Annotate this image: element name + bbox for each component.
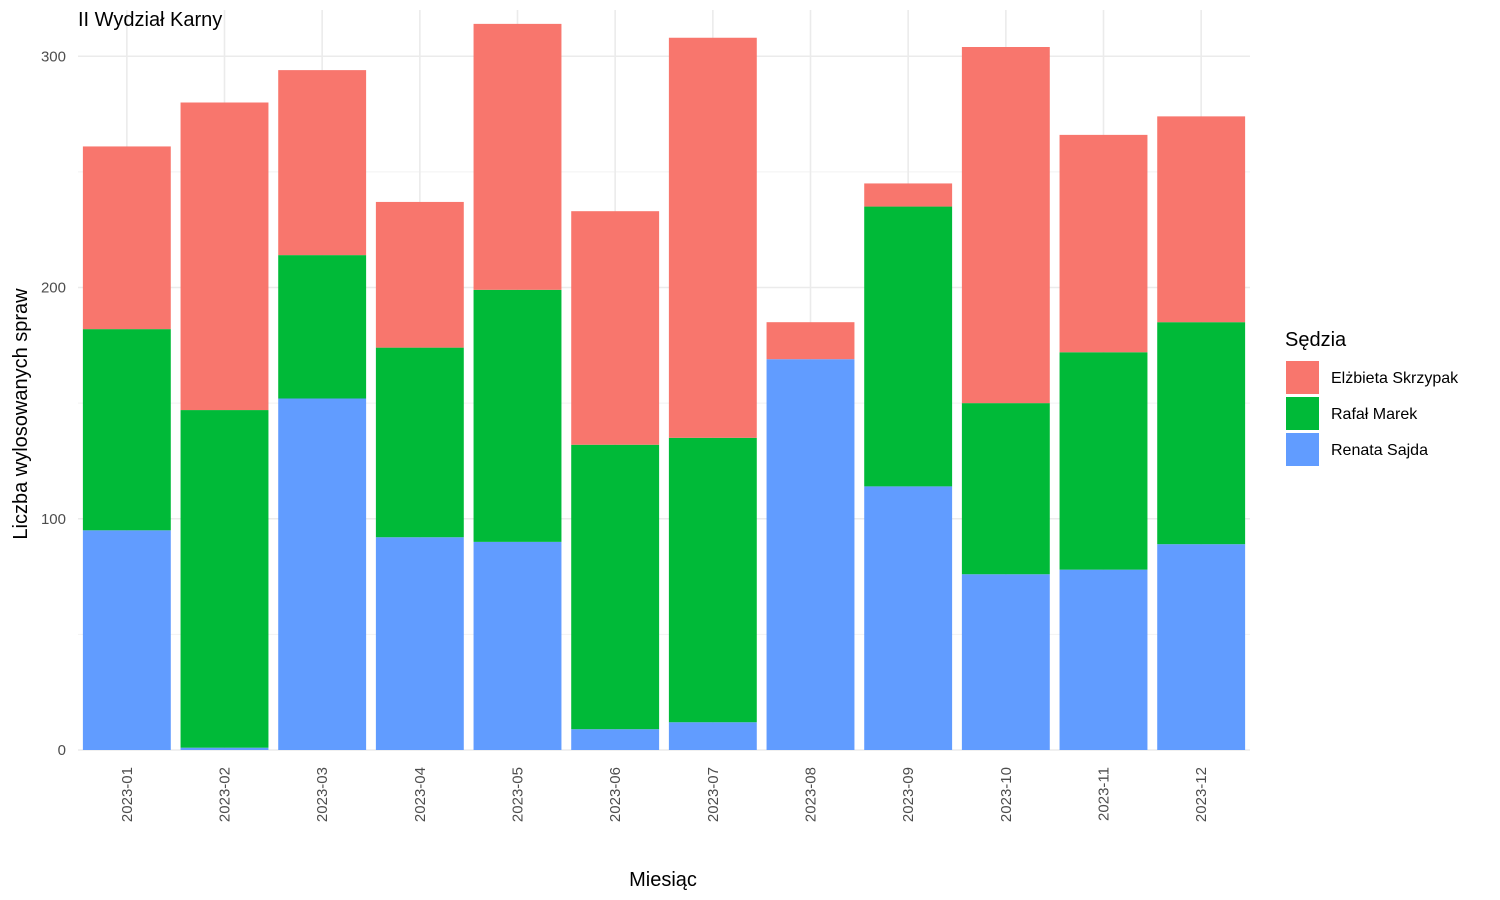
bar-segment	[375, 201, 464, 348]
legend-label: Renata Sajda	[1331, 442, 1428, 459]
y-axis-title: Liczba wylosowanych spraw	[10, 288, 32, 540]
legend-key	[1286, 397, 1319, 430]
bar-segment	[278, 255, 367, 399]
bar-segment	[961, 574, 1050, 750]
x-tick-label: 2023-04	[412, 767, 429, 822]
legend-title: Sędzia	[1285, 329, 1347, 351]
x-axis-title: Miesiąc	[629, 869, 697, 891]
bar-segment	[278, 70, 367, 256]
y-axis-ticks: 0 100 200 300	[41, 48, 66, 759]
legend-key	[1286, 361, 1319, 394]
bar-segment	[864, 206, 953, 487]
bar-segment	[1157, 544, 1246, 750]
x-tick-label: 2023-02	[217, 767, 234, 822]
bar-segment	[668, 37, 757, 438]
x-tick-label: 2023-01	[119, 767, 136, 822]
y-tick-label: 200	[41, 280, 66, 297]
bar-segment	[571, 444, 660, 730]
x-tick-label: 2023-11	[1096, 767, 1113, 821]
x-tick-label: 2023-12	[1193, 767, 1210, 822]
bar-segment	[571, 211, 660, 445]
bar-segment	[180, 410, 269, 748]
bars	[82, 23, 1246, 750]
x-tick-label: 2023-08	[803, 767, 820, 822]
bar-segment	[668, 722, 757, 750]
bar-segment	[180, 747, 269, 750]
x-axis-ticks: 2023-01 2023-02 2023-03 2023-04 2023-05 2023-…	[119, 767, 1210, 822]
x-tick-label: 2023-05	[510, 767, 527, 822]
bar-segment	[1059, 134, 1148, 353]
bar-segment	[668, 437, 757, 723]
x-tick-label: 2023-09	[900, 767, 917, 822]
x-tick-label: 2023-07	[705, 767, 722, 822]
bar-segment	[82, 146, 171, 330]
x-tick-label: 2023-10	[998, 767, 1015, 822]
bar-segment	[571, 729, 660, 750]
chart-title: II Wydział Karny	[78, 9, 222, 31]
bar-segment	[766, 322, 855, 360]
y-tick-label: 0	[58, 742, 66, 759]
bar-segment	[961, 403, 1050, 575]
bar-segment	[1059, 352, 1148, 570]
bar-segment	[473, 289, 562, 542]
bar-segment	[766, 359, 855, 750]
bar-segment	[961, 47, 1050, 404]
bar-segment	[82, 329, 171, 531]
bar-segment	[864, 486, 953, 750]
y-tick-label: 100	[41, 511, 66, 528]
bar-segment	[278, 398, 367, 750]
legend-label: Elżbieta Skrzypak	[1331, 370, 1459, 387]
legend-label: Rafał Marek	[1331, 406, 1418, 423]
bar-segment	[375, 347, 464, 538]
x-tick-label: 2023-06	[607, 767, 624, 822]
bar-segment	[473, 541, 562, 750]
legend: Sędzia Elżbieta Skrzypak Rafał Marek Renat…	[1285, 329, 1459, 466]
y-tick-label: 300	[41, 48, 66, 65]
bar-segment	[82, 530, 171, 750]
bar-segment	[375, 537, 464, 750]
bar-segment	[180, 102, 269, 411]
bar-segment	[1157, 322, 1246, 545]
bar-segment	[1157, 116, 1246, 323]
legend-key	[1286, 433, 1319, 466]
bar-segment	[473, 23, 562, 290]
x-tick-label: 2023-03	[314, 767, 331, 822]
bar-segment	[864, 183, 953, 207]
bar-segment	[1059, 569, 1148, 750]
